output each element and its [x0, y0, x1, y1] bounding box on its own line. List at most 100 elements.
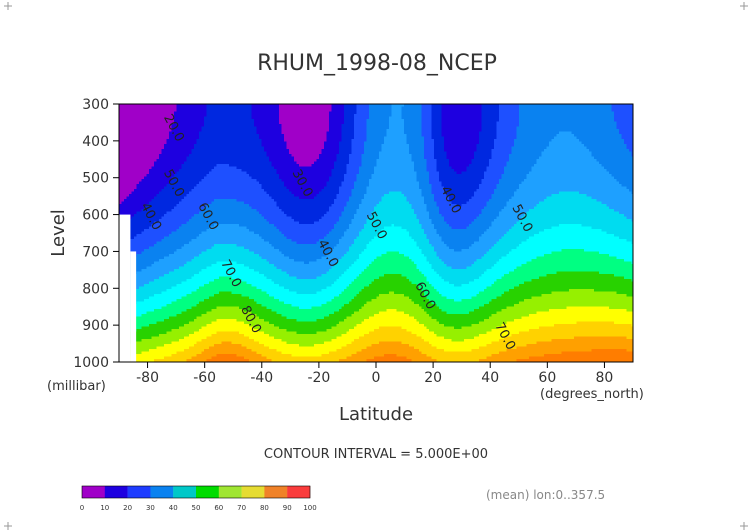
field-cell	[186, 354, 190, 357]
field-cell	[206, 254, 210, 257]
field-cell	[161, 116, 165, 120]
field-cell	[174, 329, 177, 332]
field-cell	[176, 196, 180, 200]
field-cell	[236, 214, 240, 217]
field-cell	[176, 331, 180, 335]
field-cell	[216, 334, 220, 337]
field-cell	[124, 129, 127, 132]
field-cell	[176, 221, 180, 225]
field-cell	[206, 251, 210, 255]
field-cell	[221, 256, 225, 260]
field-cell	[229, 341, 232, 345]
field-cell	[219, 134, 222, 137]
field-cell	[191, 179, 195, 182]
field-cell	[181, 271, 185, 275]
field-cell	[211, 246, 215, 250]
field-cell	[174, 116, 177, 120]
field-cell	[179, 231, 182, 235]
field-cell	[221, 266, 225, 270]
field-cell	[139, 304, 142, 307]
field-cell	[199, 246, 202, 250]
field-cell	[189, 199, 192, 202]
field-cell	[166, 111, 170, 115]
field-cell	[156, 174, 160, 177]
field-cell	[161, 179, 165, 182]
field-cell	[169, 179, 172, 182]
field-cell	[186, 299, 190, 302]
field-cell	[194, 136, 197, 140]
field-cell	[234, 124, 237, 127]
field-cell	[236, 299, 240, 302]
field-cell	[164, 256, 167, 260]
field-cell	[204, 149, 207, 152]
field-cell	[184, 146, 187, 150]
field-cell	[159, 324, 162, 327]
field-cell	[224, 354, 227, 357]
field-cell	[159, 264, 162, 267]
field-cell	[159, 274, 162, 277]
field-cell	[181, 131, 185, 135]
field-cell	[174, 134, 177, 137]
field-cell	[229, 344, 232, 347]
field-cell	[196, 291, 200, 295]
field-cell	[181, 236, 185, 240]
field-cell	[229, 169, 232, 172]
field-cell	[189, 121, 192, 125]
field-cell	[216, 309, 220, 312]
field-cell	[161, 249, 165, 252]
field-cell	[159, 136, 162, 140]
field-cell	[161, 316, 165, 320]
field-cell	[156, 291, 160, 295]
field-cell	[161, 226, 165, 230]
field-cell	[181, 294, 185, 297]
field-cell	[146, 314, 150, 317]
field-cell	[156, 309, 160, 312]
field-cell	[136, 111, 140, 115]
field-cell	[181, 149, 185, 152]
field-cell	[194, 139, 197, 142]
field-cell	[209, 329, 212, 332]
field-cell	[184, 224, 187, 227]
field-cell	[181, 179, 185, 182]
field-cell	[174, 279, 177, 282]
field-cell	[211, 149, 215, 152]
field-cell	[126, 111, 130, 115]
field-cell	[169, 306, 172, 310]
field-cell	[134, 121, 137, 125]
field-cell	[174, 239, 177, 242]
field-cell	[209, 269, 212, 272]
field-cell	[236, 181, 240, 185]
field-cell	[221, 249, 225, 252]
field-cell	[136, 256, 140, 260]
field-cell	[176, 249, 180, 252]
field-cell	[149, 219, 152, 222]
field-cell	[204, 336, 207, 340]
field-cell	[201, 326, 205, 330]
field-cell	[234, 221, 237, 225]
field-cell	[181, 314, 185, 317]
field-cell	[196, 104, 200, 107]
field-cell	[219, 149, 222, 152]
field-cell	[136, 229, 140, 232]
field-cell	[196, 279, 200, 282]
field-cell	[126, 151, 130, 155]
field-cell	[234, 321, 237, 325]
field-cell	[154, 199, 157, 202]
field-cell	[176, 344, 180, 347]
field-cell	[209, 211, 212, 215]
field-cell	[189, 261, 192, 265]
field-cell	[231, 201, 235, 205]
field-cell	[214, 156, 217, 160]
field-cell	[171, 359, 175, 362]
field-cell	[221, 164, 225, 167]
field-cell	[121, 211, 125, 215]
field-cell	[139, 114, 142, 117]
field-cell	[179, 214, 182, 217]
field-cell	[196, 201, 200, 205]
field-cell	[184, 219, 187, 222]
field-cell	[176, 166, 180, 170]
field-cell	[206, 266, 210, 270]
field-cell	[236, 236, 240, 240]
field-cell	[131, 219, 135, 222]
field-cell	[169, 166, 172, 170]
